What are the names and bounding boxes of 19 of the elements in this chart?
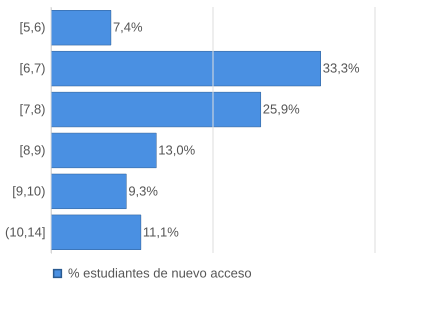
data-label: 9,3% xyxy=(128,183,158,198)
y-tick-label: [8,9) xyxy=(19,142,46,158)
data-label: 7,4% xyxy=(112,20,144,35)
y-tick-label: [6,7) xyxy=(19,60,46,76)
y-tick-label: (10,14] xyxy=(5,224,46,240)
y-tick-label: [9,10) xyxy=(12,183,46,198)
bar xyxy=(50,132,157,168)
data-label: 25,9% xyxy=(262,102,300,117)
bar xyxy=(50,174,127,210)
data-label: 11,1% xyxy=(142,224,180,240)
bar xyxy=(50,92,262,128)
bar xyxy=(50,10,112,46)
bar xyxy=(50,50,321,86)
data-label: 33,3% xyxy=(322,60,360,76)
data-label: 13,0% xyxy=(158,142,196,158)
bar xyxy=(50,214,142,250)
y-tick-label: [5,6) xyxy=(19,20,46,35)
legend-label: % estudiantes de nuevo acceso xyxy=(68,266,252,280)
y-tick-label: [7,8) xyxy=(19,102,46,117)
